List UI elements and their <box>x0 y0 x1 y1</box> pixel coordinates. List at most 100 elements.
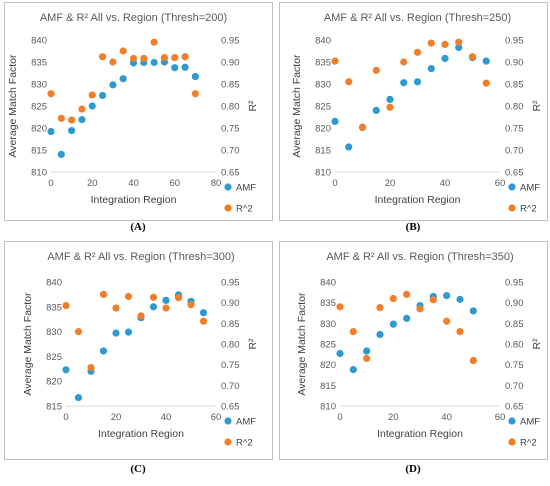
r2-point <box>443 317 451 325</box>
r2-point <box>363 354 371 363</box>
chart-title: AMF & R² All vs. Region (Thresh=200) <box>40 12 227 24</box>
y2-tick-label: 0.65 <box>505 402 524 413</box>
x-axis-label: Integration Region <box>375 194 461 206</box>
y2-tick-label: 0.70 <box>505 146 524 157</box>
y2-tick-label: 0.75 <box>221 124 240 135</box>
r2-point <box>137 312 145 320</box>
r2-point <box>331 57 339 65</box>
r2-point <box>400 58 408 66</box>
y-tick-label: 820 <box>320 360 336 371</box>
y-tick-label: 835 <box>46 302 62 313</box>
amf-point <box>109 81 117 89</box>
y2-tick-label: 0.90 <box>505 58 524 69</box>
r2-point <box>358 123 367 131</box>
r2-point <box>345 78 353 86</box>
y-tick-label: 835 <box>315 58 331 69</box>
y-axis-label: Average Match Factor <box>22 292 34 396</box>
r2-point <box>199 317 208 325</box>
amf-point <box>199 309 208 317</box>
amf-point <box>62 366 70 374</box>
r2-point <box>389 294 397 303</box>
y2-tick-label: 0.75 <box>505 124 524 135</box>
r2-point <box>336 303 344 311</box>
y2-axis-label: R² <box>531 100 543 112</box>
r2-point <box>149 293 158 301</box>
y-axis-label: Average Match Factor <box>296 292 308 396</box>
y2-tick-label: 0.70 <box>221 381 240 392</box>
r2-point <box>191 90 199 98</box>
r2-point <box>78 105 86 113</box>
y2-tick-label: 0.95 <box>505 278 524 289</box>
r2-point <box>181 53 189 61</box>
chart-frame <box>279 2 548 221</box>
chart-title: AMF & R² All vs. Region (Thresh=250) <box>324 12 511 24</box>
chart-panel: AMF & R² All vs. Region (Thresh=200) 810 8… <box>4 2 273 221</box>
chart-frame <box>279 241 548 460</box>
y2-tick-label: 0.85 <box>505 80 524 91</box>
panel-caption: (B) <box>406 221 421 233</box>
amf-point <box>400 79 408 87</box>
x-tick-label: 0 <box>332 178 337 189</box>
legend-amf-marker <box>508 417 516 425</box>
amf-point <box>455 43 463 52</box>
y2-tick-label: 0.70 <box>221 146 240 157</box>
r2-point <box>57 114 65 122</box>
x-tick-label: 60 <box>169 178 180 189</box>
y2-axis-label: R² <box>247 338 259 350</box>
r2-point <box>68 116 76 124</box>
r2-point <box>427 39 435 47</box>
legend-amf-marker <box>224 417 232 425</box>
legend-amf-label: AMF <box>520 183 540 194</box>
amf-point <box>78 116 86 124</box>
r2-point <box>455 38 463 46</box>
legend-r2-label: R^2 <box>520 204 537 215</box>
legend-amf-label: AMF <box>236 183 256 194</box>
x-tick-label: 40 <box>440 178 451 189</box>
x-tick-label: 40 <box>161 412 172 423</box>
amf-point <box>181 63 189 71</box>
y2-tick-label: 0.80 <box>221 102 240 113</box>
amf-point <box>336 349 344 358</box>
y-tick-label: 820 <box>31 124 47 135</box>
x-tick-label: 20 <box>87 178 98 189</box>
chart-panel: AMF & R² All vs. Region (Thresh=300) 815 8… <box>4 241 273 460</box>
x-tick-label: 40 <box>441 412 452 423</box>
y-tick-label: 810 <box>315 168 331 179</box>
legend-amf-marker <box>508 183 516 191</box>
chart-title: AMF & R² All vs. Region (Thresh=350) <box>326 251 513 263</box>
x-tick-label: 60 <box>495 178 506 189</box>
amf-point <box>413 78 422 86</box>
amf-point <box>47 127 55 136</box>
legend-r2-marker <box>508 438 516 446</box>
x-tick-label: 60 <box>495 412 506 423</box>
amf-point <box>386 95 394 103</box>
x-tick-label: 0 <box>337 412 342 423</box>
r2-point <box>468 53 477 61</box>
x-tick-label: 20 <box>111 412 122 423</box>
y2-tick-label: 0.80 <box>505 340 524 351</box>
legend-r2-label: R^2 <box>236 438 253 449</box>
amf-point <box>119 75 127 83</box>
y2-tick-label: 0.65 <box>221 168 240 179</box>
amf-point <box>389 320 397 328</box>
r2-point <box>124 292 133 301</box>
y-tick-label: 835 <box>320 298 336 309</box>
amf-point <box>403 314 411 322</box>
amf-point <box>349 366 357 374</box>
y-tick-label: 830 <box>320 319 336 330</box>
r2-point <box>482 79 490 87</box>
y2-tick-label: 0.80 <box>505 102 524 113</box>
r2-point <box>413 48 422 56</box>
panel-caption: (C) <box>130 463 146 475</box>
chart-panel: AMF & R² All vs. Region (Thresh=250) 810 8… <box>279 2 548 221</box>
y2-tick-label: 0.85 <box>221 319 240 330</box>
y-tick-label: 825 <box>31 102 47 113</box>
y2-tick-label: 0.90 <box>505 298 524 309</box>
y2-axis-label: R² <box>247 100 259 112</box>
legend-amf-label: AMF <box>236 417 256 428</box>
r2-point <box>386 103 394 111</box>
panel-caption: (A) <box>130 221 146 233</box>
r2-point <box>99 290 108 298</box>
